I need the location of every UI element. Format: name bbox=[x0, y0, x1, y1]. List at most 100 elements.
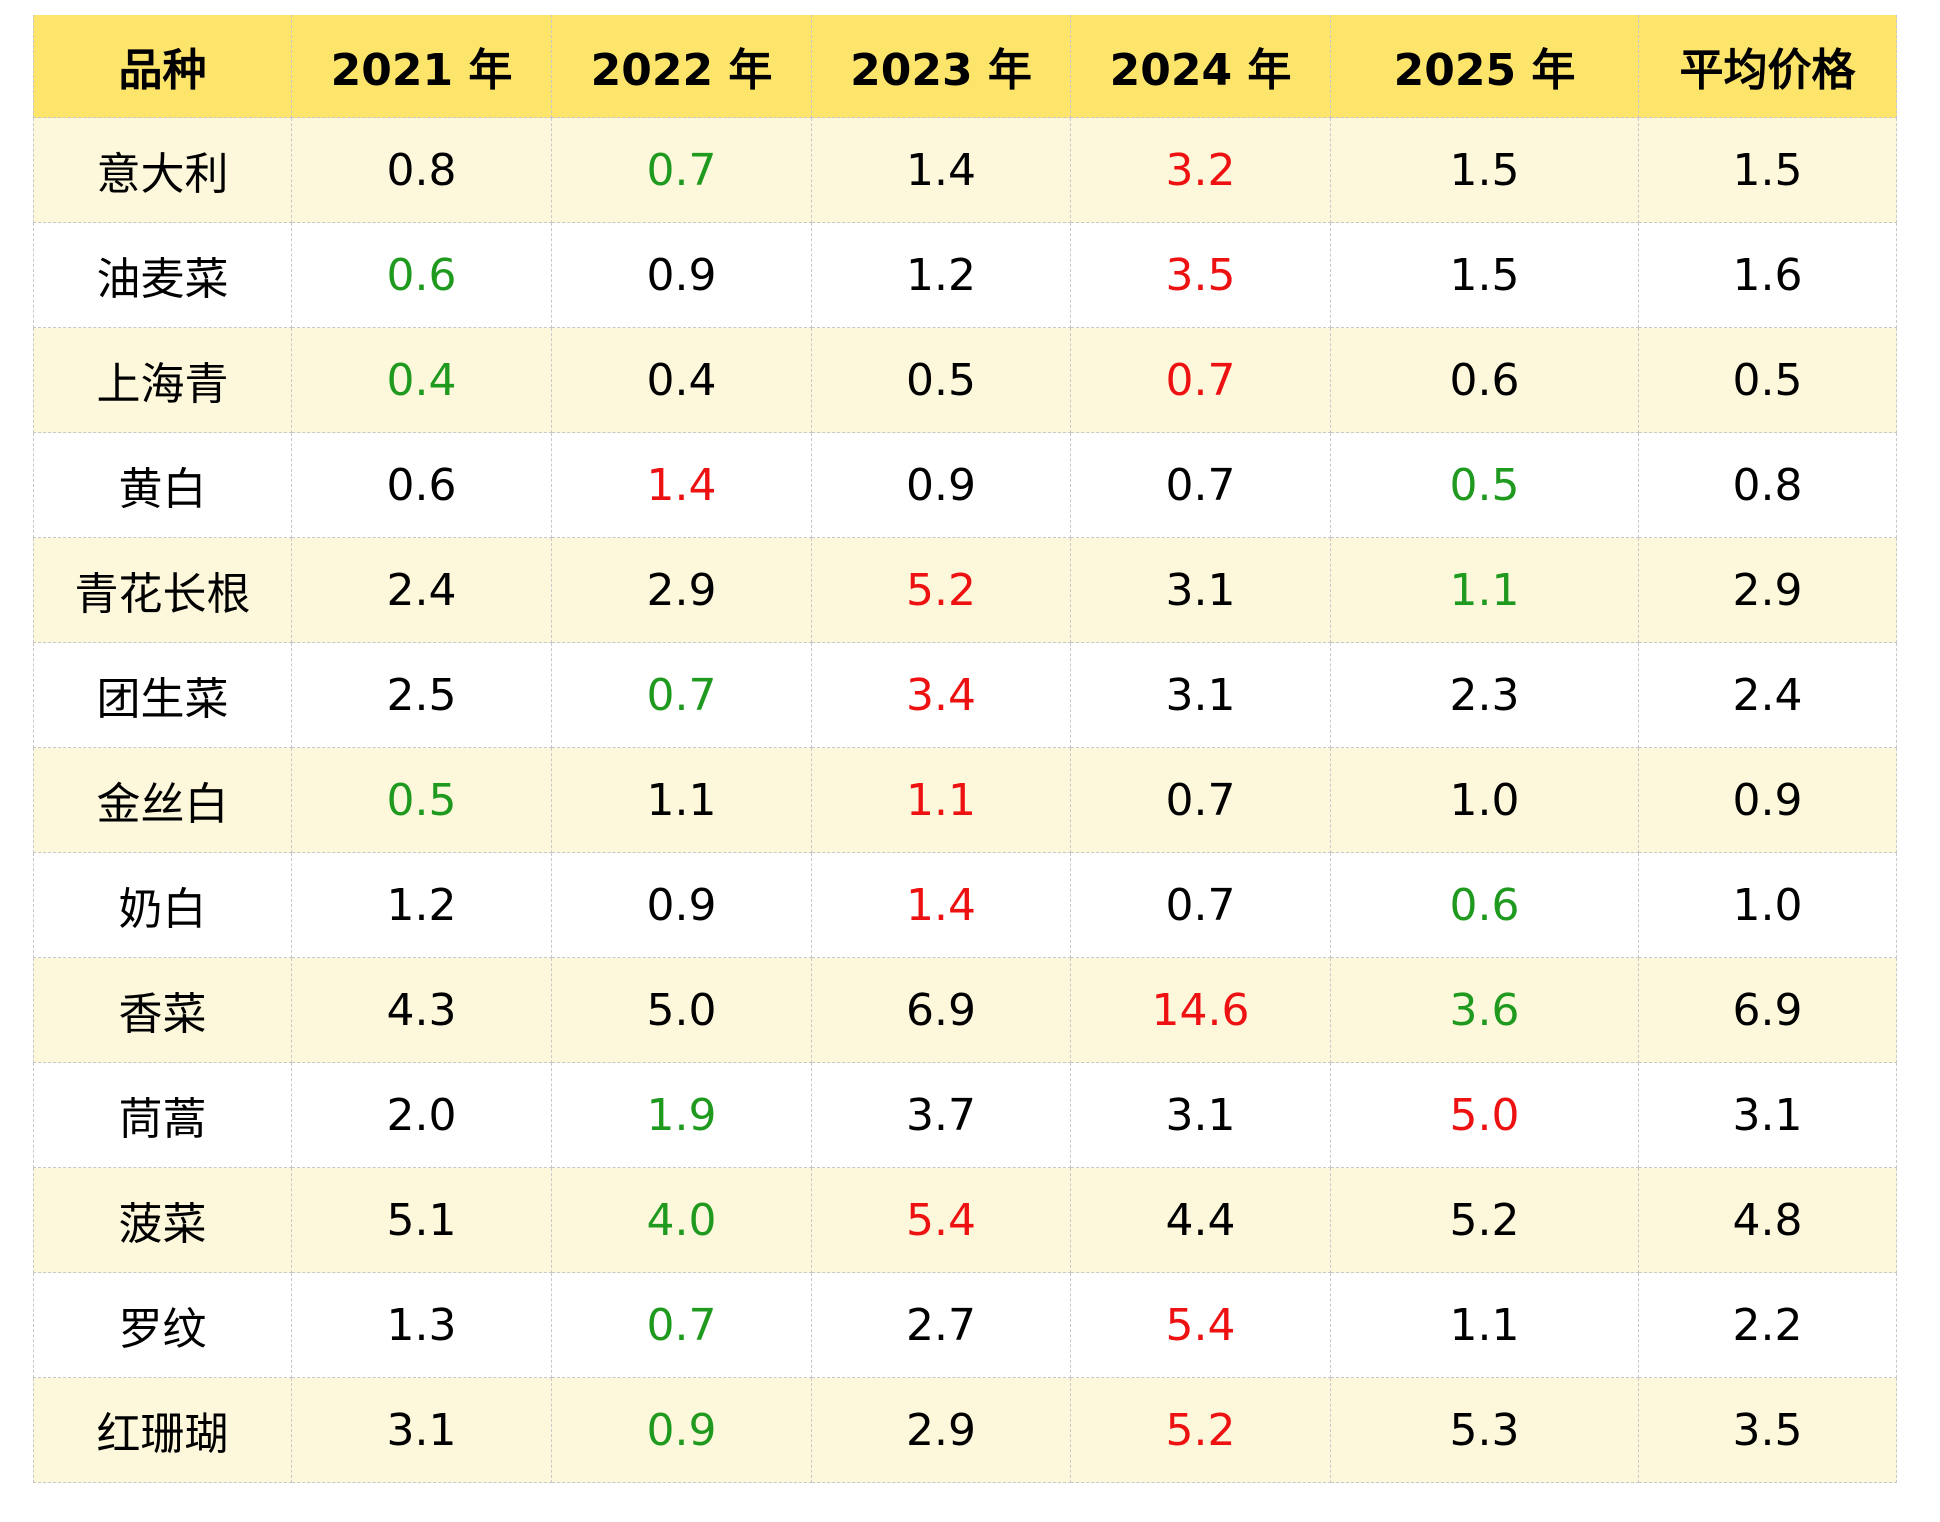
table-cell: 0.4 bbox=[552, 328, 812, 433]
table-cell: 5.2 bbox=[812, 538, 1071, 643]
table-cell: 青花长根 bbox=[33, 538, 292, 643]
table-cell: 1.2 bbox=[812, 223, 1071, 328]
table-cell: 2.4 bbox=[1639, 643, 1897, 748]
table-cell: 奶白 bbox=[33, 853, 292, 958]
table-cell: 0.7 bbox=[1071, 328, 1331, 433]
table-cell: 3.4 bbox=[812, 643, 1071, 748]
table-cell: 4.4 bbox=[1071, 1168, 1331, 1273]
table-cell: 1.1 bbox=[1331, 1273, 1639, 1378]
table-cell: 2.2 bbox=[1639, 1273, 1897, 1378]
table-cell: 3.5 bbox=[1639, 1378, 1897, 1483]
table-cell: 0.6 bbox=[292, 223, 552, 328]
table-cell: 0.5 bbox=[812, 328, 1071, 433]
header-row: 品种 2021 年 2022 年 2023 年 2024 年 2025 年平均价格 bbox=[33, 15, 1897, 118]
table-cell: 3.1 bbox=[1071, 538, 1331, 643]
table-row: 青花长根 2.4 2.9 5.2 3.1 1.1 2.9 bbox=[33, 538, 1897, 643]
table-cell: 3.1 bbox=[292, 1378, 552, 1483]
table-cell: 0.8 bbox=[292, 118, 552, 223]
table-cell: 2023 年 bbox=[812, 15, 1071, 118]
table-cell: 0.9 bbox=[552, 853, 812, 958]
table-cell: 1.5 bbox=[1331, 223, 1639, 328]
table-cell: 5.2 bbox=[1071, 1378, 1331, 1483]
table-cell: 0.9 bbox=[1639, 748, 1897, 853]
table-cell: 0.4 bbox=[292, 328, 552, 433]
table-cell: 4.8 bbox=[1639, 1168, 1897, 1273]
table-cell: 0.9 bbox=[552, 1378, 812, 1483]
table-cell: 金丝白 bbox=[33, 748, 292, 853]
table-cell: 2.5 bbox=[292, 643, 552, 748]
table-cell: 2.4 bbox=[292, 538, 552, 643]
table-cell: 3.5 bbox=[1071, 223, 1331, 328]
table-cell: 2022 年 bbox=[552, 15, 812, 118]
table-cell: 2.7 bbox=[812, 1273, 1071, 1378]
table-row: 茼蒿 2.0 1.9 3.7 3.1 5.0 3.1 bbox=[33, 1063, 1897, 1168]
table-cell: 上海青 bbox=[33, 328, 292, 433]
table-cell: 5.2 bbox=[1331, 1168, 1639, 1273]
table-cell: 茼蒿 bbox=[33, 1063, 292, 1168]
table-cell: 0.5 bbox=[1639, 328, 1897, 433]
table-cell: 6.9 bbox=[1639, 958, 1897, 1063]
table-cell: 2.9 bbox=[552, 538, 812, 643]
table-row: 意大利 0.8 0.7 1.4 3.2 1.5 1.5 bbox=[33, 118, 1897, 223]
table-cell: 1.1 bbox=[552, 748, 812, 853]
table-cell: 1.4 bbox=[812, 853, 1071, 958]
table-cell: 5.4 bbox=[812, 1168, 1071, 1273]
table-row: 金丝白 0.5 1.1 1.1 0.7 1.0 0.9 bbox=[33, 748, 1897, 853]
table-cell: 1.5 bbox=[1639, 118, 1897, 223]
table-row: 菠菜 5.1 4.0 5.4 4.4 5.2 4.8 bbox=[33, 1168, 1897, 1273]
table-cell: 0.7 bbox=[1071, 748, 1331, 853]
table-cell: 1.1 bbox=[812, 748, 1071, 853]
table-cell: 2024 年 bbox=[1071, 15, 1331, 118]
table-cell: 1.9 bbox=[552, 1063, 812, 1168]
table-cell: 5.1 bbox=[292, 1168, 552, 1273]
table-cell: 油麦菜 bbox=[33, 223, 292, 328]
table-cell: 0.9 bbox=[812, 433, 1071, 538]
table-cell: 1.4 bbox=[812, 118, 1071, 223]
table-cell: 菠菜 bbox=[33, 1168, 292, 1273]
table-cell: 黄白 bbox=[33, 433, 292, 538]
table-cell: 2025 年 bbox=[1331, 15, 1639, 118]
table-cell: 0.8 bbox=[1639, 433, 1897, 538]
table-cell: 香菜 bbox=[33, 958, 292, 1063]
table-row: 黄白 0.6 1.4 0.9 0.7 0.5 0.8 bbox=[33, 433, 1897, 538]
table-cell: 0.9 bbox=[552, 223, 812, 328]
table-cell: 0.6 bbox=[1331, 853, 1639, 958]
table-cell: 0.7 bbox=[552, 1273, 812, 1378]
table-cell: 3.6 bbox=[1331, 958, 1639, 1063]
table-cell: 1.2 bbox=[292, 853, 552, 958]
table-cell: 14.6 bbox=[1071, 958, 1331, 1063]
table-cell: 1.5 bbox=[1331, 118, 1639, 223]
table-row: 上海青 0.4 0.4 0.5 0.7 0.6 0.5 bbox=[33, 328, 1897, 433]
table-cell: 1.6 bbox=[1639, 223, 1897, 328]
table-cell: 3.1 bbox=[1071, 1063, 1331, 1168]
table-cell: 4.0 bbox=[552, 1168, 812, 1273]
table-row: 奶白 1.2 0.9 1.4 0.7 0.6 1.0 bbox=[33, 853, 1897, 958]
table-cell: 团生菜 bbox=[33, 643, 292, 748]
table-cell: 5.3 bbox=[1331, 1378, 1639, 1483]
table-row: 香菜 4.3 5.0 6.9 14.6 3.6 6.9 bbox=[33, 958, 1897, 1063]
table-cell: 0.5 bbox=[292, 748, 552, 853]
table-cell: 3.1 bbox=[1071, 643, 1331, 748]
table-cell: 1.4 bbox=[552, 433, 812, 538]
table-cell: 2.0 bbox=[292, 1063, 552, 1168]
table-cell: 罗纹 bbox=[33, 1273, 292, 1378]
table-cell: 5.0 bbox=[552, 958, 812, 1063]
table-cell: 3.1 bbox=[1639, 1063, 1897, 1168]
table-cell: 1.0 bbox=[1639, 853, 1897, 958]
table-row: 团生菜 2.5 0.7 3.4 3.1 2.3 2.4 bbox=[33, 643, 1897, 748]
table-cell: 3.7 bbox=[812, 1063, 1071, 1168]
table-cell: 2.9 bbox=[812, 1378, 1071, 1483]
table-cell: 4.3 bbox=[292, 958, 552, 1063]
table-cell: 0.5 bbox=[1331, 433, 1639, 538]
table-cell: 1.1 bbox=[1331, 538, 1639, 643]
table-cell: 2021 年 bbox=[292, 15, 552, 118]
table-cell: 1.0 bbox=[1331, 748, 1639, 853]
table-row: 红珊瑚 3.1 0.9 2.9 5.2 5.3 3.5 bbox=[33, 1378, 1897, 1483]
table-cell: 2.9 bbox=[1639, 538, 1897, 643]
table-cell: 5.0 bbox=[1331, 1063, 1639, 1168]
table-cell: 0.6 bbox=[292, 433, 552, 538]
table-cell: 红珊瑚 bbox=[33, 1378, 292, 1483]
table-row: 罗纹 1.3 0.7 2.7 5.4 1.1 2.2 bbox=[33, 1273, 1897, 1378]
table-cell: 3.2 bbox=[1071, 118, 1331, 223]
